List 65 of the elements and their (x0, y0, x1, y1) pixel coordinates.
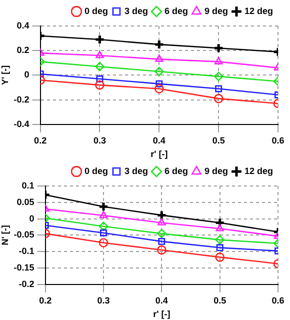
point (216, 224, 224, 232)
point (157, 245, 166, 255)
point (157, 228, 166, 238)
x-tick-label: 0.2 (39, 295, 52, 306)
point (158, 218, 166, 226)
point (155, 54, 164, 62)
x-tick-label: 0.2 (34, 135, 47, 146)
x-tick-label: 0.3 (93, 135, 106, 146)
legend-label: 0 deg (84, 6, 108, 16)
legend-label: 9 deg (204, 6, 228, 16)
point (154, 84, 164, 94)
point (154, 66, 164, 76)
point (215, 235, 224, 244)
y-tick-label: 0 (24, 70, 30, 80)
legend-label: 9 deg (204, 166, 228, 176)
legend-label: 6 deg (164, 166, 188, 176)
y-tick-label: -0.4 (14, 118, 30, 129)
x-tick-label: 0.4 (155, 295, 168, 306)
point (214, 72, 224, 82)
point (154, 39, 164, 50)
point (94, 34, 105, 45)
legend-label: 3 deg (124, 6, 148, 16)
y-tick-label: 0 (29, 213, 34, 224)
point (95, 80, 104, 90)
y-axis-title: Y' [-] (0, 65, 10, 86)
y-tick-label: -0.2 (18, 278, 34, 289)
legend-label: 12 deg (244, 166, 274, 176)
legend-label: 6 deg (164, 6, 188, 16)
point (99, 210, 108, 218)
point (215, 252, 224, 262)
point (98, 222, 108, 231)
y-tick-label: -0.1 (18, 246, 34, 256)
y-tick-label: 0.4 (16, 20, 30, 30)
y-tick-label: 0.2 (16, 45, 30, 56)
legend-label: 12 deg (244, 6, 274, 16)
point (156, 210, 167, 220)
x-axis-title: r' [-] (150, 149, 168, 160)
point (158, 238, 166, 245)
legend-label: 0 deg (84, 166, 108, 176)
x-tick-label: 0.5 (214, 295, 226, 306)
point (214, 94, 224, 104)
point (215, 85, 222, 92)
point (214, 57, 223, 64)
y-tick-label: -0.15 (14, 262, 34, 272)
point (98, 201, 109, 212)
legend-label: 3 deg (124, 166, 148, 176)
x-tick-label: 0.4 (152, 135, 166, 146)
point (96, 50, 104, 58)
y-axis-title: N' [-] (0, 225, 10, 246)
x-tick-label: 0.6 (272, 135, 284, 146)
x-tick-label: 0.6 (272, 295, 284, 306)
y-tick-label: -0.05 (14, 230, 34, 240)
y-tick-label: 0.05 (16, 196, 34, 207)
point (98, 238, 108, 248)
x-tick-label: 0.3 (97, 295, 110, 306)
point (95, 62, 104, 72)
y-tick-label: -0.2 (14, 94, 30, 104)
point (96, 75, 104, 82)
x-tick-label: 0.5 (212, 135, 225, 146)
y-tick-label: 0.1 (22, 180, 34, 190)
point (213, 42, 224, 54)
point (100, 229, 107, 236)
x-axis-title: r' [-] (153, 309, 170, 320)
point (216, 244, 224, 252)
point (156, 80, 163, 88)
